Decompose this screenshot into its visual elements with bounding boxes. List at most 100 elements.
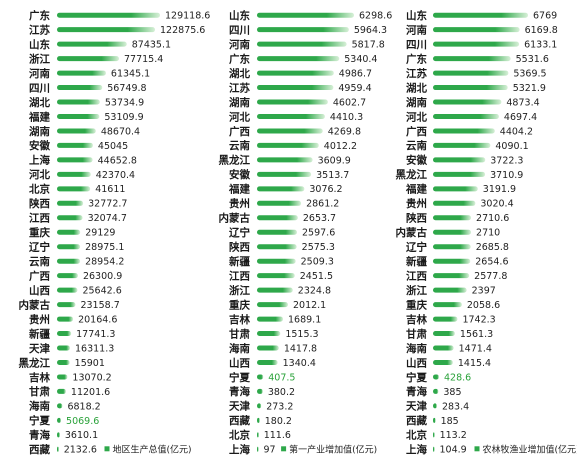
value-label: 122875.6: [160, 25, 205, 36]
bar: [433, 446, 435, 452]
value-label: 2654.6: [475, 257, 508, 268]
value-label: 45045: [98, 141, 128, 152]
value-label: 20164.6: [78, 314, 117, 325]
value-label: 32074.7: [88, 213, 127, 224]
value-label: 6298.6: [359, 11, 392, 22]
category-label: 海南: [229, 342, 250, 355]
value-label: 113.2: [440, 430, 467, 441]
bar: [433, 403, 437, 409]
bar: [433, 374, 440, 380]
category-label: 甘肃: [406, 327, 427, 340]
value-label: 407.5: [268, 372, 295, 383]
legend-swatch: [474, 446, 480, 452]
category-label: 江苏: [229, 81, 250, 94]
bar: [57, 258, 81, 264]
category-label: 河南: [229, 38, 250, 51]
value-label: 97: [264, 445, 276, 456]
category-label: 吉林: [229, 313, 250, 326]
value-label: 26300.9: [83, 271, 122, 282]
bar: [433, 171, 486, 177]
value-label: 61345.1: [111, 68, 150, 79]
bar: [257, 374, 264, 380]
value-label: 44652.8: [98, 155, 137, 166]
bar: [433, 258, 471, 264]
bar: [257, 316, 284, 322]
bar: [57, 27, 156, 33]
bar: [57, 359, 70, 365]
bar: [57, 215, 83, 221]
bar: [433, 287, 467, 293]
value-label: 1415.4: [458, 358, 491, 369]
value-label: 1561.3: [460, 329, 493, 340]
value-label: 1689.1: [288, 314, 321, 325]
bar: [433, 113, 499, 119]
bar: [57, 85, 103, 91]
category-label: 青海: [406, 385, 427, 398]
category-label: 黑龙江: [396, 168, 428, 181]
value-label: 3076.2: [309, 184, 342, 195]
category-label: 辽宁: [406, 241, 427, 254]
value-label: 2597.6: [302, 228, 335, 239]
bar: [257, 99, 328, 105]
chart-column-2: 山东 6298.6 四川 5964.3 河南 5817.8 广东 5340.4 湖北 4986.7…: [219, 9, 393, 456]
value-label: 380.2: [268, 387, 295, 398]
category-label: 内蒙古: [19, 298, 51, 311]
bar: [257, 200, 302, 206]
value-label: 3191.9: [483, 184, 516, 195]
category-label: 湖南: [406, 96, 427, 109]
value-label: 42370.4: [96, 170, 135, 181]
value-label: 2451.5: [300, 271, 333, 282]
legend-label: 第一产业增加值(亿元): [289, 444, 377, 456]
category-label: 新疆: [229, 255, 250, 268]
category-label: 湖北: [29, 96, 50, 109]
legend: 地区生产总值(亿元): [104, 444, 192, 456]
bar: [257, 128, 323, 134]
category-label: 天津: [229, 400, 250, 413]
category-label: 福建: [228, 183, 250, 196]
bar: [257, 417, 260, 423]
bar: [257, 432, 259, 438]
category-label: 河北: [229, 110, 250, 123]
category-label: 北京: [406, 429, 427, 442]
value-label: 2577.8: [474, 271, 507, 282]
value-label: 104.9: [440, 445, 467, 456]
bar: [257, 273, 295, 279]
bar: [57, 186, 91, 192]
value-label: 77715.4: [124, 54, 163, 65]
bar: [57, 128, 96, 134]
category-label: 山东: [406, 9, 427, 22]
category-label: 西藏: [406, 414, 427, 427]
value-label: 2324.8: [298, 286, 331, 297]
bar: [257, 359, 278, 365]
category-label: 福建: [28, 110, 50, 123]
category-label: 浙江: [229, 284, 250, 297]
value-label: 2012.1: [293, 300, 326, 311]
category-label: 广西: [229, 125, 250, 138]
legend: 农林牧渔业增加值(亿元): [474, 444, 577, 456]
category-label: 河北: [29, 168, 50, 181]
bar: [57, 345, 71, 351]
value-label: 5069.6: [66, 416, 99, 427]
bar: [257, 113, 325, 119]
bar: [257, 287, 293, 293]
bar: [433, 142, 491, 148]
category-label: 云南: [29, 255, 50, 268]
value-label: 4090.1: [495, 141, 528, 152]
value-label: 2575.3: [302, 242, 335, 253]
bar: [257, 302, 288, 308]
category-label: 黑龙江: [19, 356, 51, 369]
bar: [57, 12, 160, 18]
value-label: 4404.2: [500, 126, 533, 137]
category-label: 陕西: [29, 197, 50, 210]
category-label: 西藏: [229, 414, 250, 427]
value-label: 129118.6: [165, 11, 210, 22]
value-label: 2397: [472, 286, 496, 297]
bar: [433, 388, 439, 394]
value-label: 4986.7: [339, 68, 372, 79]
bar: [433, 41, 520, 47]
bar: [257, 41, 347, 47]
category-label: 河南: [406, 23, 427, 36]
category-label: 广东: [29, 9, 50, 22]
category-label: 安徽: [229, 168, 250, 181]
